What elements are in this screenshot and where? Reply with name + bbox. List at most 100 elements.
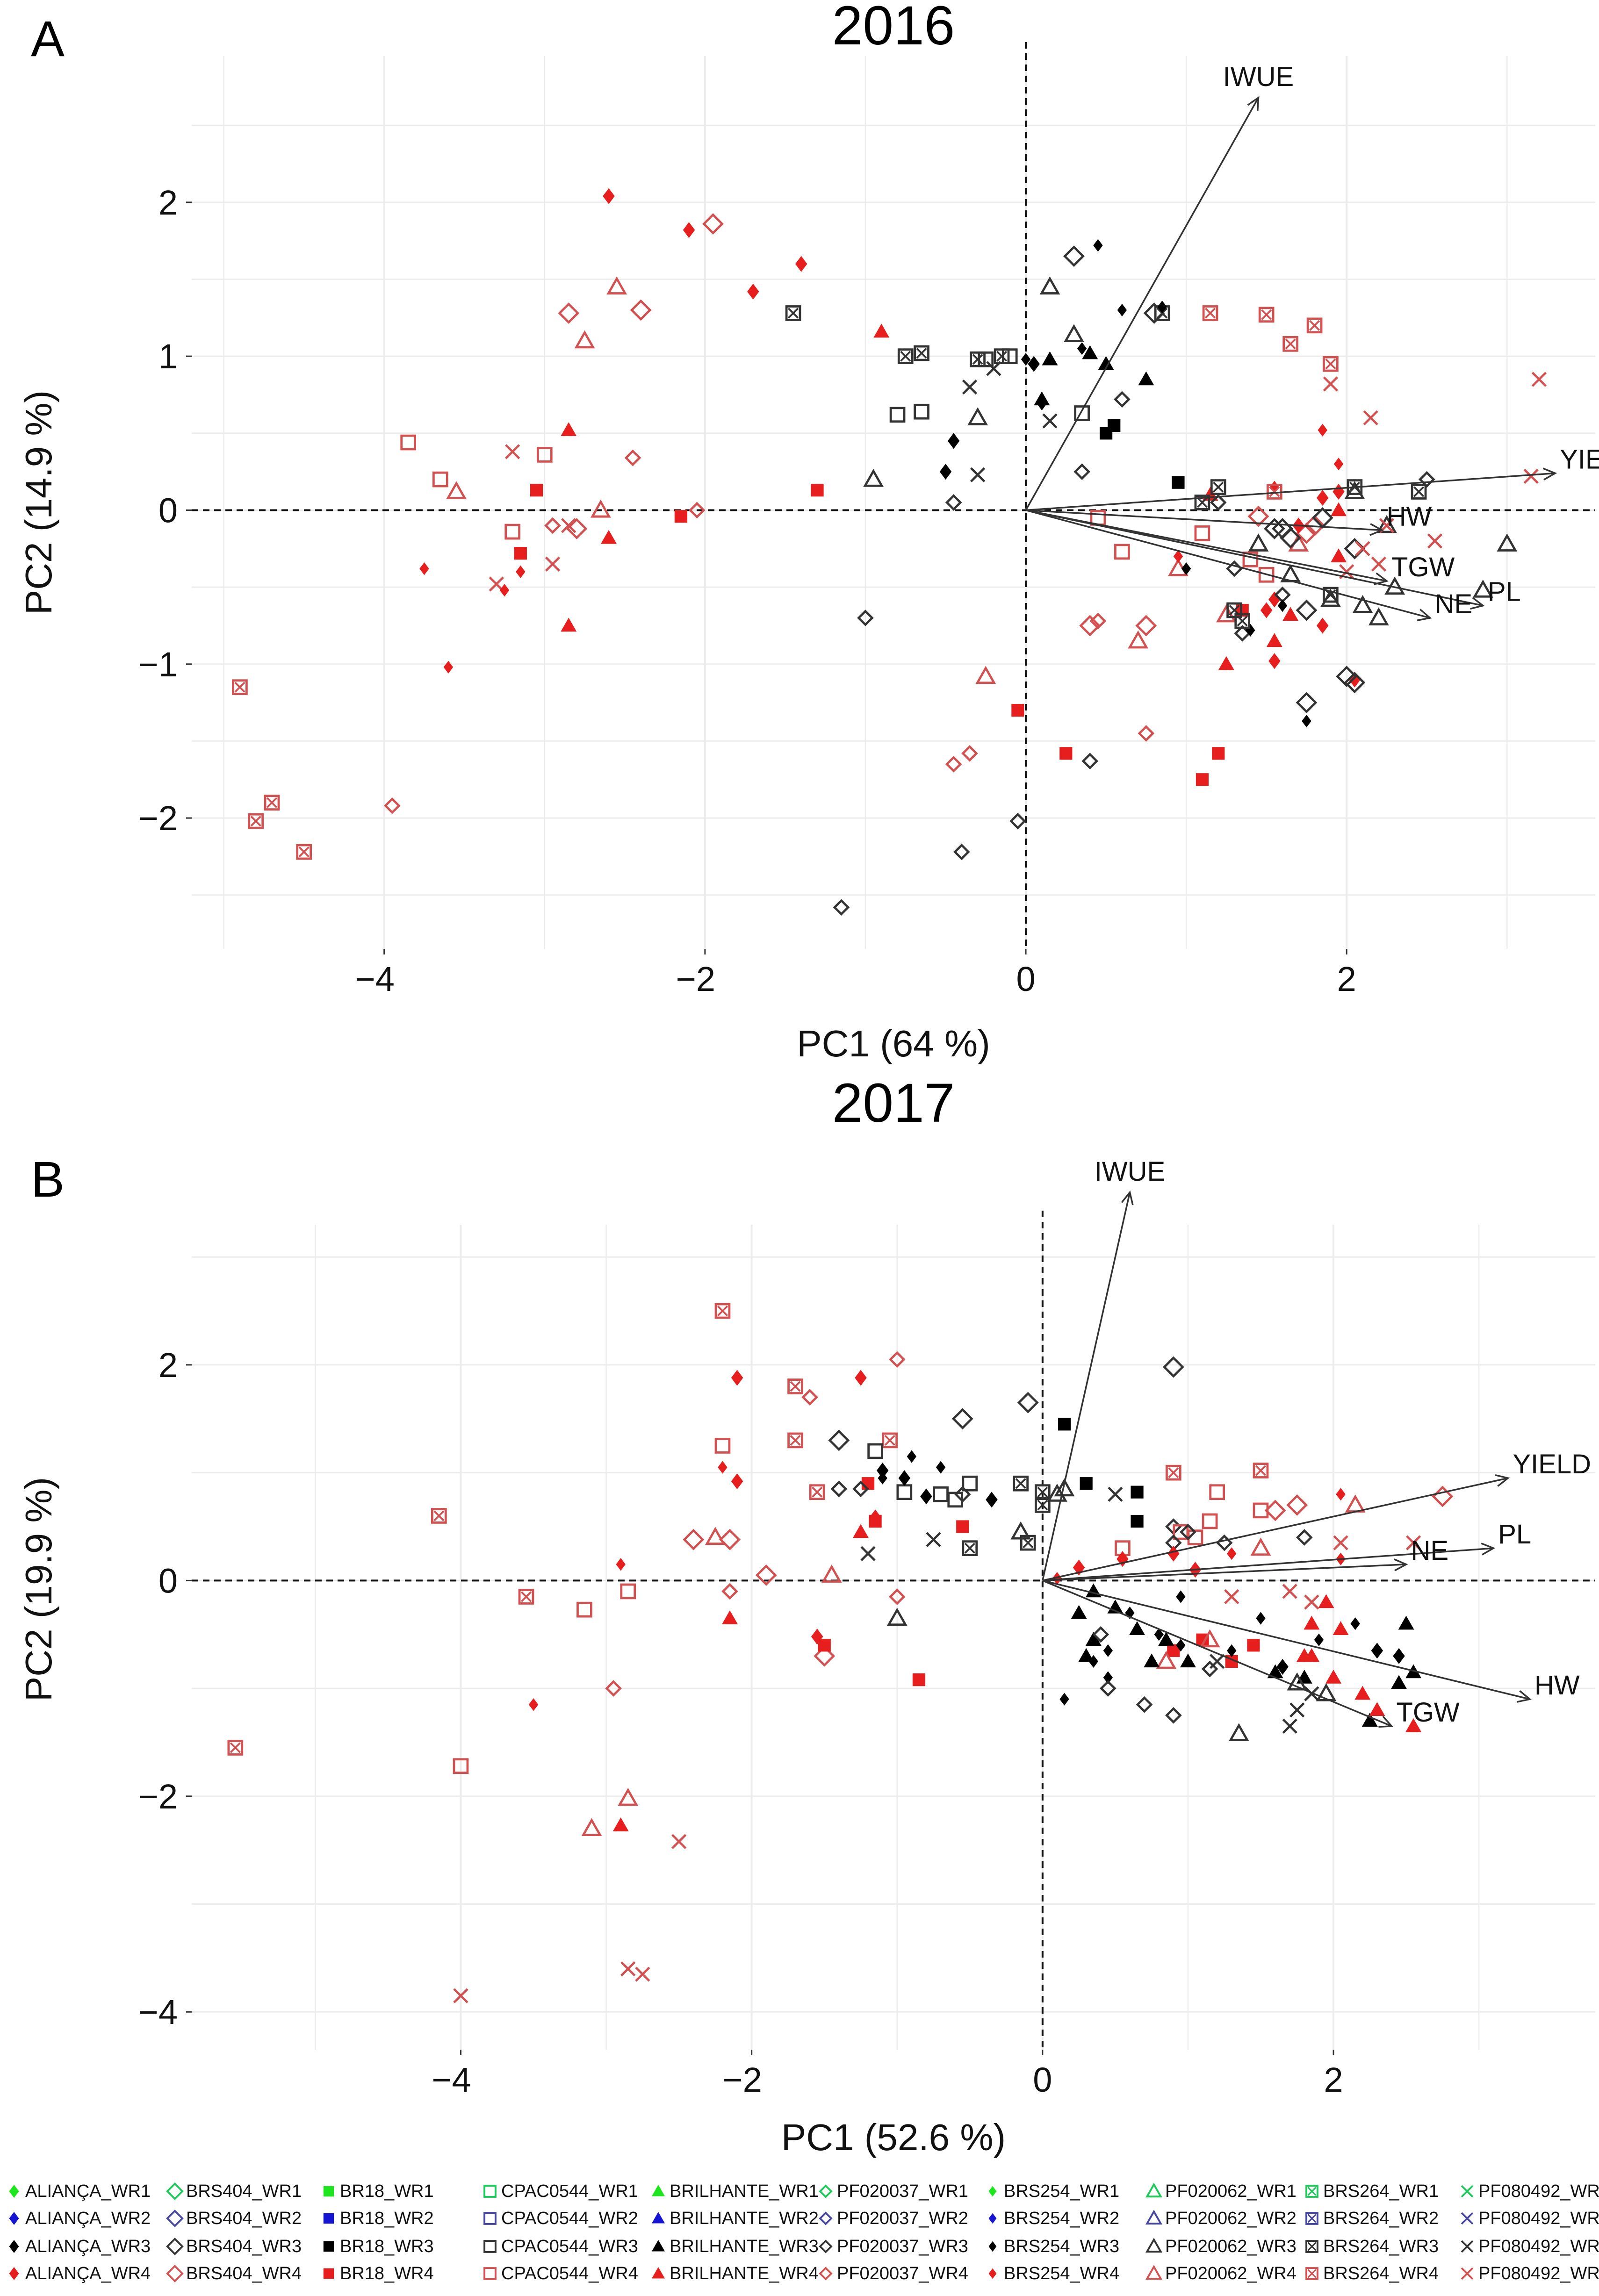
data-point (1306, 317, 1323, 334)
data-point (1216, 1534, 1233, 1551)
legend-item: BRS404_WR2 (166, 2209, 302, 2228)
x-tick-label: −4 (432, 2060, 471, 2099)
loading-vector-label: IWUE (1223, 62, 1294, 92)
data-point (1210, 494, 1227, 511)
data-point (1218, 656, 1234, 670)
legend-marker (483, 2185, 497, 2198)
data-point (867, 1443, 883, 1459)
grid (192, 1225, 1595, 2050)
legend-label: CPAC0544_WR4 (501, 2264, 638, 2283)
data-point (1059, 747, 1073, 760)
legend-marker (1461, 2185, 1474, 2198)
data-point (1227, 1644, 1237, 1657)
data-point (1263, 518, 1285, 539)
data-point (1332, 1621, 1349, 1635)
loading-vector (1042, 1564, 1406, 1582)
data-point (1391, 1675, 1407, 1689)
legend-marker (819, 2211, 833, 2225)
data-point (986, 1492, 998, 1508)
loading-vector (1042, 1477, 1508, 1582)
loading-vector-label: YIELD (1513, 1449, 1591, 1479)
legend-item: BR18_WR4 (323, 2264, 434, 2283)
legend-item: CPAC0544_WR4 (483, 2264, 638, 2283)
loading-vector (1025, 97, 1260, 511)
data-point (1071, 1605, 1087, 1619)
legend-label: BRILHANTE_WR1 (670, 2181, 819, 2201)
data-point (566, 518, 588, 539)
legend-label: BR18_WR4 (340, 2264, 434, 2283)
data-point (683, 1528, 705, 1550)
data-point (811, 484, 824, 497)
legend-item: BRILHANTE_WR3 (652, 2237, 819, 2256)
data-point (1117, 303, 1127, 316)
data-point (978, 351, 994, 367)
loading-vector-label: IWUE (1095, 1156, 1165, 1187)
data-point (443, 660, 454, 674)
legend-marker (323, 2268, 334, 2279)
data-point (1129, 1621, 1145, 1635)
grid (192, 56, 1595, 949)
data-point (1316, 1683, 1337, 1701)
legend-label: PF080492_WR2 (1478, 2209, 1599, 2228)
loading-vector-label: PL (1488, 577, 1521, 607)
legend-marker (323, 2213, 334, 2224)
data-point (1250, 1537, 1271, 1556)
data-point (1042, 351, 1058, 366)
data-point (1176, 1590, 1186, 1603)
legend-marker (988, 2186, 997, 2197)
data-point (1131, 1514, 1144, 1528)
data-point (1196, 773, 1209, 786)
data-point (718, 1461, 727, 1474)
legend-item: PF020062_WR3 (1145, 2237, 1296, 2256)
data-point (1323, 356, 1339, 372)
data-point (601, 530, 617, 544)
data-point (886, 1607, 908, 1626)
data-point (1078, 1648, 1095, 1662)
legend-marker (1145, 2238, 1163, 2253)
data-point (889, 407, 906, 423)
loading-vector-label: TGW (1396, 1697, 1460, 1728)
data-point (833, 899, 850, 916)
legend-item: PF020062_WR2 (1145, 2209, 1296, 2228)
data-point (516, 565, 526, 578)
data-point (970, 467, 986, 482)
loading-vector-arrowhead (1369, 523, 1384, 536)
data-point (1081, 753, 1099, 770)
data-point (1058, 1418, 1071, 1431)
panel-a: −4 −2 0 2 −2 −1 0 1 2 PC1 (64 %) PC2 (14.9 %) 2016 I… (18, 0, 1599, 1064)
data-point (785, 305, 801, 321)
legend-label: PF020062_WR4 (1165, 2264, 1296, 2283)
data-point (1354, 1686, 1371, 1700)
data-point (853, 1524, 869, 1538)
data-point (855, 1370, 867, 1386)
data-point (1472, 580, 1493, 598)
chart-title: 2016 (832, 0, 955, 57)
loading-vector-label: YIELD (1560, 444, 1599, 474)
data-point (1296, 599, 1318, 621)
loading-vector (1025, 472, 1556, 511)
data-point (1074, 405, 1090, 421)
data-point (232, 679, 248, 696)
legend-marker (1145, 2210, 1163, 2225)
data-point (1224, 1589, 1239, 1605)
data-point (787, 1378, 803, 1394)
panel-label-b: B (31, 1151, 65, 1207)
data-points (232, 188, 1547, 916)
data-point (1361, 1713, 1378, 1727)
data-point (1523, 468, 1539, 484)
legend-item: PF020062_WR1 (1145, 2181, 1296, 2201)
legend-marker (9, 2185, 19, 2198)
data-point (1181, 562, 1191, 575)
data-point (1304, 1594, 1319, 1610)
legend-label: BRS404_WR3 (186, 2237, 302, 2256)
data-point (1059, 1693, 1069, 1706)
data-point (1202, 305, 1218, 321)
data-point (962, 1540, 978, 1556)
legend-item: ALIANÇA_WR2 (9, 2209, 151, 2228)
data-point (1256, 1612, 1266, 1625)
legend-marker (483, 2267, 497, 2280)
data-point (674, 510, 688, 523)
data-point (1355, 541, 1370, 556)
data-point (1017, 1392, 1039, 1413)
legend-label: CPAC0544_WR3 (501, 2237, 638, 2256)
